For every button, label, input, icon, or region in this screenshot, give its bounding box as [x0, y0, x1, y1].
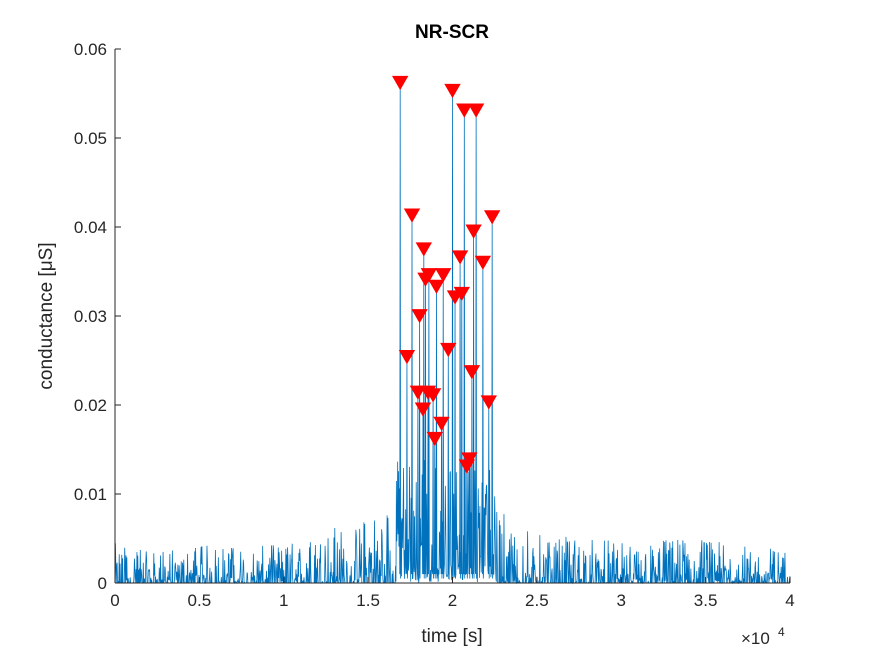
peak-marker-21 [456, 103, 473, 118]
peak-marker-26 [467, 103, 485, 118]
x-axis-label: time [s] [421, 626, 482, 647]
peak-marker-16 [440, 342, 457, 358]
x-tick-label-3: 1.5 [356, 591, 380, 610]
peak-marker-13 [428, 279, 445, 294]
y-tick-label-2: 0.02 [74, 396, 107, 415]
peak-marker-17 [444, 83, 461, 99]
peak-marker-7 [415, 242, 433, 257]
peak-marker-2 [398, 350, 416, 365]
peak-marker-10 [420, 268, 438, 283]
peak-marker-15 [435, 268, 452, 283]
y-tick-label-1: 0.01 [74, 485, 107, 504]
x-tick-label-6: 3 [617, 591, 626, 610]
x-tick-label-0: 0 [110, 591, 119, 610]
chart-title: NR-SCR [415, 22, 489, 43]
peak-marker-14 [433, 416, 450, 431]
x-tick-label-5: 2.5 [525, 591, 549, 610]
axes: 0 0.5 1 1.5 2 2.5 3 3.5 4 0 0.01 0.02 0.03 0.04 0.05 0.… [74, 40, 795, 610]
peak-markers [391, 75, 501, 474]
peak-marker-6 [414, 402, 432, 417]
x-tick-label-4: 2 [448, 591, 457, 610]
y-tick-label-6: 0.06 [74, 40, 107, 59]
x-tick-label-7: 3.5 [694, 591, 718, 610]
peak-marker-29 [483, 210, 501, 225]
y-tick-label-5: 0.05 [74, 129, 107, 148]
peak-marker-5 [411, 309, 428, 324]
peak-marker-3 [403, 208, 421, 223]
x-exponent-power: 4 [778, 625, 785, 639]
peak-marker-20 [453, 286, 470, 302]
x-tick-label-2: 1 [279, 591, 288, 610]
y-tick-label-3: 0.03 [74, 307, 107, 326]
x-tick-label-1: 0.5 [188, 591, 212, 610]
peak-marker-27 [474, 255, 492, 270]
x-tick-label-8: 4 [785, 591, 794, 610]
peak-marker-28 [480, 395, 497, 410]
y-axis-label: conductance [μS] [36, 242, 57, 389]
peak-marker-25 [465, 224, 482, 239]
peak-marker-11 [424, 388, 442, 403]
peak-marker-23 [461, 452, 478, 467]
x-exponent-base: ×10 [741, 629, 770, 648]
peak-marker-24 [463, 365, 481, 380]
peak-marker-4 [409, 385, 427, 400]
peak-marker-1 [391, 75, 409, 91]
y-tick-label-4: 0.04 [74, 218, 107, 237]
peak-marker-19 [451, 250, 469, 265]
peak-marker-12 [426, 431, 443, 447]
y-tick-label-0: 0 [98, 574, 107, 593]
